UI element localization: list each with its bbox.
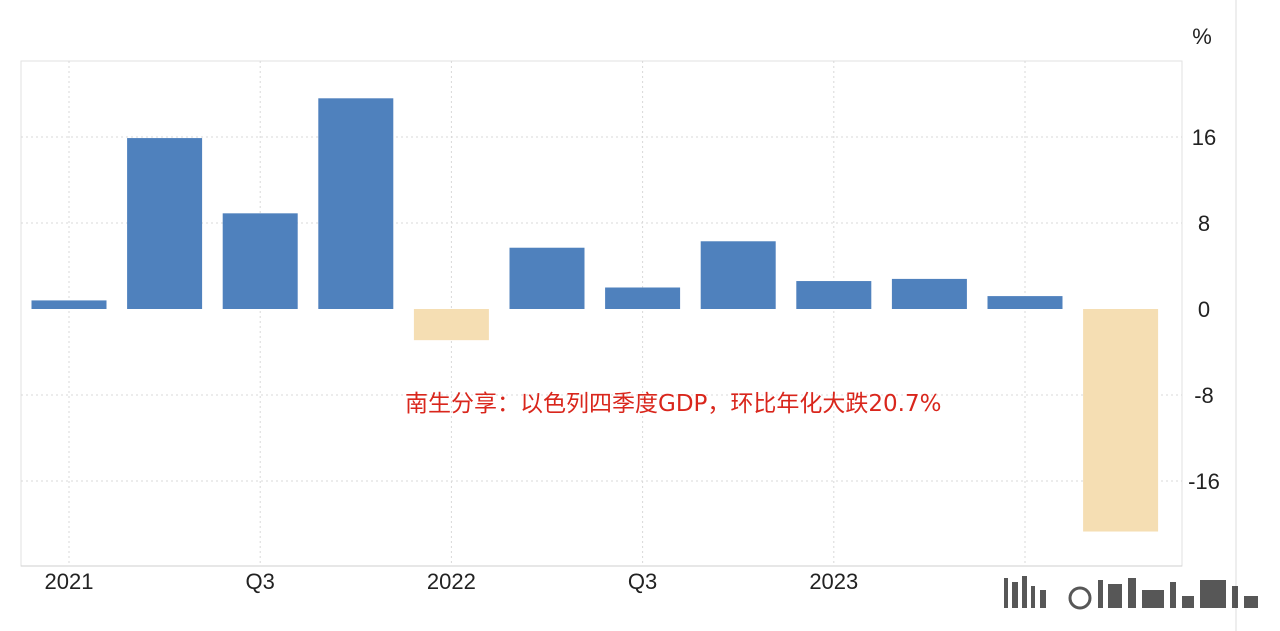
bar-2022-4 [413, 309, 489, 341]
bar-q2-5 [509, 247, 585, 309]
axes: 16 8 0 -8 -16 2021 Q3 2022 Q3 2023 [21, 0, 1237, 631]
bar-q3-2 [222, 213, 298, 309]
watermark-logo [1004, 576, 1258, 610]
x-tick-label: 2023 [809, 569, 858, 594]
x-tick-label: 2022 [427, 569, 476, 594]
x-tick-label: Q3 [246, 569, 275, 594]
bar-2021-0 [31, 300, 107, 309]
bar-q3-10 [987, 296, 1063, 309]
bar-2023-8 [796, 281, 872, 309]
x-tick-label: Q3 [628, 569, 657, 594]
y-tick-label: -16 [1188, 469, 1220, 494]
y-tick-label: -8 [1194, 383, 1214, 408]
bar-q4-3 [318, 98, 394, 309]
bar-q2-9 [891, 278, 967, 309]
y-tick-label: 0 [1198, 297, 1210, 322]
grid-lines [20, 60, 1183, 567]
y-tick-label: 8 [1198, 211, 1210, 236]
chart-annotation: 南生分享：以色列四季度GDP，环比年化大跌20.7% [405, 391, 941, 417]
y-axis-unit-label: % [1192, 24, 1212, 49]
bar-q4-7 [700, 241, 776, 309]
bar-q3-6 [605, 287, 681, 309]
bar-q2-1 [127, 138, 203, 309]
y-tick-label: 16 [1192, 125, 1216, 150]
bars [31, 98, 1159, 532]
bar-q4-11 [1083, 309, 1159, 532]
x-tick-label: 2021 [45, 569, 94, 594]
